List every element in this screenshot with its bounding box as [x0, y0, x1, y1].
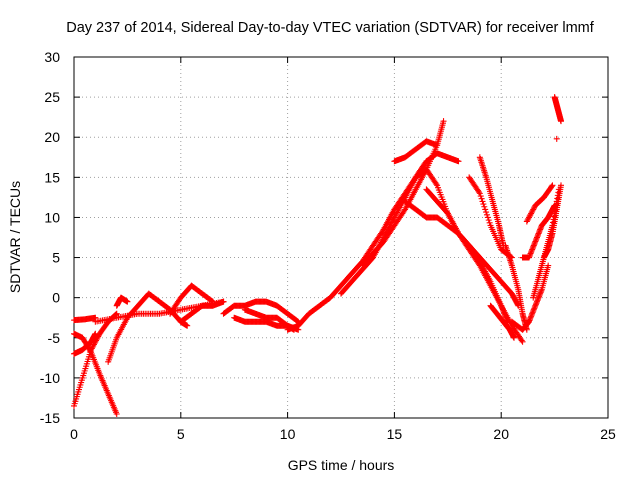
series-isolated	[553, 135, 560, 142]
series-track-13	[284, 206, 398, 333]
data-point	[113, 311, 120, 318]
data-point	[433, 181, 440, 188]
data-point	[525, 214, 532, 221]
data-point	[480, 201, 487, 208]
y-tick-label: 0	[52, 290, 60, 306]
data-point	[482, 206, 489, 213]
x-tick-label: 5	[177, 426, 185, 442]
x-tick-labels: 0 5 10 15 20 25	[70, 426, 616, 442]
data-point	[525, 215, 532, 222]
grid	[74, 57, 608, 418]
y-tick-label: 5	[52, 250, 60, 266]
y-tick-label: -15	[40, 410, 60, 426]
plot-frame	[73, 56, 609, 419]
data-point	[184, 322, 191, 329]
y-tick-label: 20	[44, 129, 60, 145]
y-tick-label: 25	[44, 89, 60, 105]
series-track-2	[71, 330, 120, 417]
data-point	[486, 219, 493, 226]
y-tick-label: -5	[48, 330, 61, 346]
data-point	[530, 206, 537, 213]
series-track-3	[71, 330, 99, 357]
data-point	[553, 135, 560, 142]
data-point	[401, 207, 408, 214]
series-track-4	[71, 314, 99, 324]
series-track-7	[113, 294, 131, 309]
series-track-11	[231, 314, 298, 333]
data-point	[481, 203, 488, 210]
y-tick-label: 15	[44, 169, 60, 185]
data-point	[90, 342, 97, 349]
data-point	[113, 410, 120, 417]
data-point	[523, 218, 530, 225]
data-point	[478, 195, 485, 202]
data-points	[71, 94, 565, 417]
data-point	[485, 217, 492, 224]
data-point	[548, 183, 555, 190]
series-track-23	[487, 302, 518, 341]
x-tick-label: 15	[387, 426, 403, 442]
y-tick-label: -10	[40, 370, 60, 386]
data-point	[528, 209, 535, 216]
series-track-30	[523, 182, 556, 225]
data-point	[90, 341, 97, 348]
data-point	[87, 348, 94, 355]
data-point	[545, 262, 552, 269]
y-tick-label: 10	[44, 209, 60, 225]
data-point	[519, 338, 526, 345]
series-track-28	[540, 182, 565, 261]
data-point	[294, 318, 301, 325]
series-track-22	[476, 154, 507, 249]
data-point	[511, 334, 518, 341]
y-axis-label: SDTVAR / TECUs	[7, 181, 23, 293]
data-point	[483, 211, 490, 218]
data-point	[479, 198, 486, 205]
data-point	[477, 193, 484, 200]
data-point	[476, 190, 483, 197]
data-point	[434, 142, 441, 149]
series-track-9	[177, 298, 227, 325]
data-point	[518, 337, 525, 344]
data-point	[440, 118, 447, 125]
data-point	[483, 209, 490, 216]
axis-ticks	[73, 56, 609, 419]
data-point	[92, 330, 99, 337]
series-track-15	[359, 118, 447, 269]
data-point	[558, 118, 565, 125]
data-point	[524, 217, 531, 224]
data-point	[124, 298, 131, 305]
series-track-8	[167, 282, 216, 317]
data-point	[549, 182, 556, 189]
data-point	[527, 211, 534, 218]
x-tick-label: 20	[493, 426, 509, 442]
data-point	[475, 261, 482, 268]
y-tick-labels: -15 -10 -5 0 5 10 15 20 25 30	[40, 49, 60, 426]
series-track-20	[423, 186, 522, 309]
data-point	[530, 205, 537, 212]
data-point	[528, 210, 535, 217]
series-track-10	[220, 298, 302, 325]
data-point	[529, 207, 536, 214]
chart-title: Day 237 of 2014, Sidereal Day-to-day VTE…	[66, 20, 595, 36]
x-tick-label: 10	[280, 426, 296, 442]
data-point	[484, 214, 491, 221]
data-point	[558, 182, 565, 189]
series-track-29	[551, 94, 565, 125]
x-axis-label: GPS time / hours	[288, 457, 395, 473]
data-point	[220, 298, 227, 305]
data-point	[455, 158, 462, 165]
series-track-17	[391, 138, 441, 165]
data-point	[475, 189, 482, 196]
x-tick-label: 0	[70, 426, 78, 442]
series-track-25	[508, 262, 552, 333]
x-tick-label: 25	[600, 426, 616, 442]
data-point	[526, 213, 533, 220]
y-tick-label: 30	[44, 49, 60, 65]
series-track-26	[519, 202, 558, 261]
